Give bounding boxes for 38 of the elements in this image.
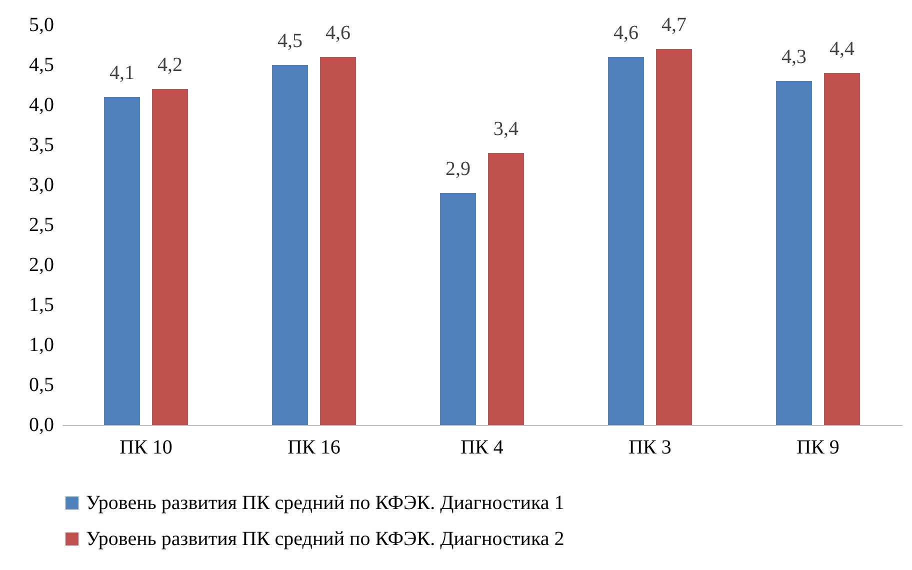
y-tick-label: 4,5: [29, 54, 54, 76]
data-label: 2,9: [446, 158, 470, 180]
data-label: 4,6: [326, 22, 350, 44]
y-tick-label: 3,0: [29, 174, 54, 196]
bar: [488, 153, 524, 425]
y-tick-label: 0,5: [29, 374, 54, 396]
bar: [440, 193, 476, 425]
data-label: 4,5: [278, 30, 302, 52]
x-tick-label: ПК 4: [460, 436, 504, 458]
data-label: 4,3: [782, 46, 806, 68]
data-label: 3,4: [494, 118, 518, 140]
bar: [776, 81, 812, 425]
bar: [272, 65, 308, 425]
bar: [152, 89, 188, 425]
data-label: 4,7: [662, 14, 686, 36]
x-tick-label: ПК 9: [796, 436, 840, 458]
bar: [608, 57, 644, 425]
bar: [824, 73, 860, 425]
data-label: 4,2: [158, 54, 182, 76]
data-label: 4,6: [614, 22, 638, 44]
x-tick-label: ПК 16: [288, 436, 340, 458]
legend-label: Уровень развития ПК средний по КФЭК. Диагностика 2: [86, 528, 564, 550]
y-tick-label: 3,5: [29, 134, 54, 156]
bar: [320, 57, 356, 425]
x-tick-label: ПК 10: [120, 436, 172, 458]
y-tick-label: 4,0: [29, 94, 54, 116]
bar: [104, 97, 140, 425]
legend-label: Уровень развития ПК средний по КФЭК. Диагностика 1: [86, 492, 564, 514]
data-label: 4,1: [110, 62, 134, 84]
y-tick-label: 0,0: [29, 414, 54, 436]
data-label: 4,4: [830, 38, 854, 60]
bar: [656, 49, 692, 425]
y-tick-label: 2,0: [29, 254, 54, 276]
y-tick-label: 1,5: [29, 294, 54, 316]
y-tick-label: 2,5: [29, 214, 54, 236]
y-tick-label: 5,0: [29, 14, 54, 36]
x-tick-label: ПК 3: [628, 436, 672, 458]
y-tick-label: 1,0: [29, 334, 54, 356]
